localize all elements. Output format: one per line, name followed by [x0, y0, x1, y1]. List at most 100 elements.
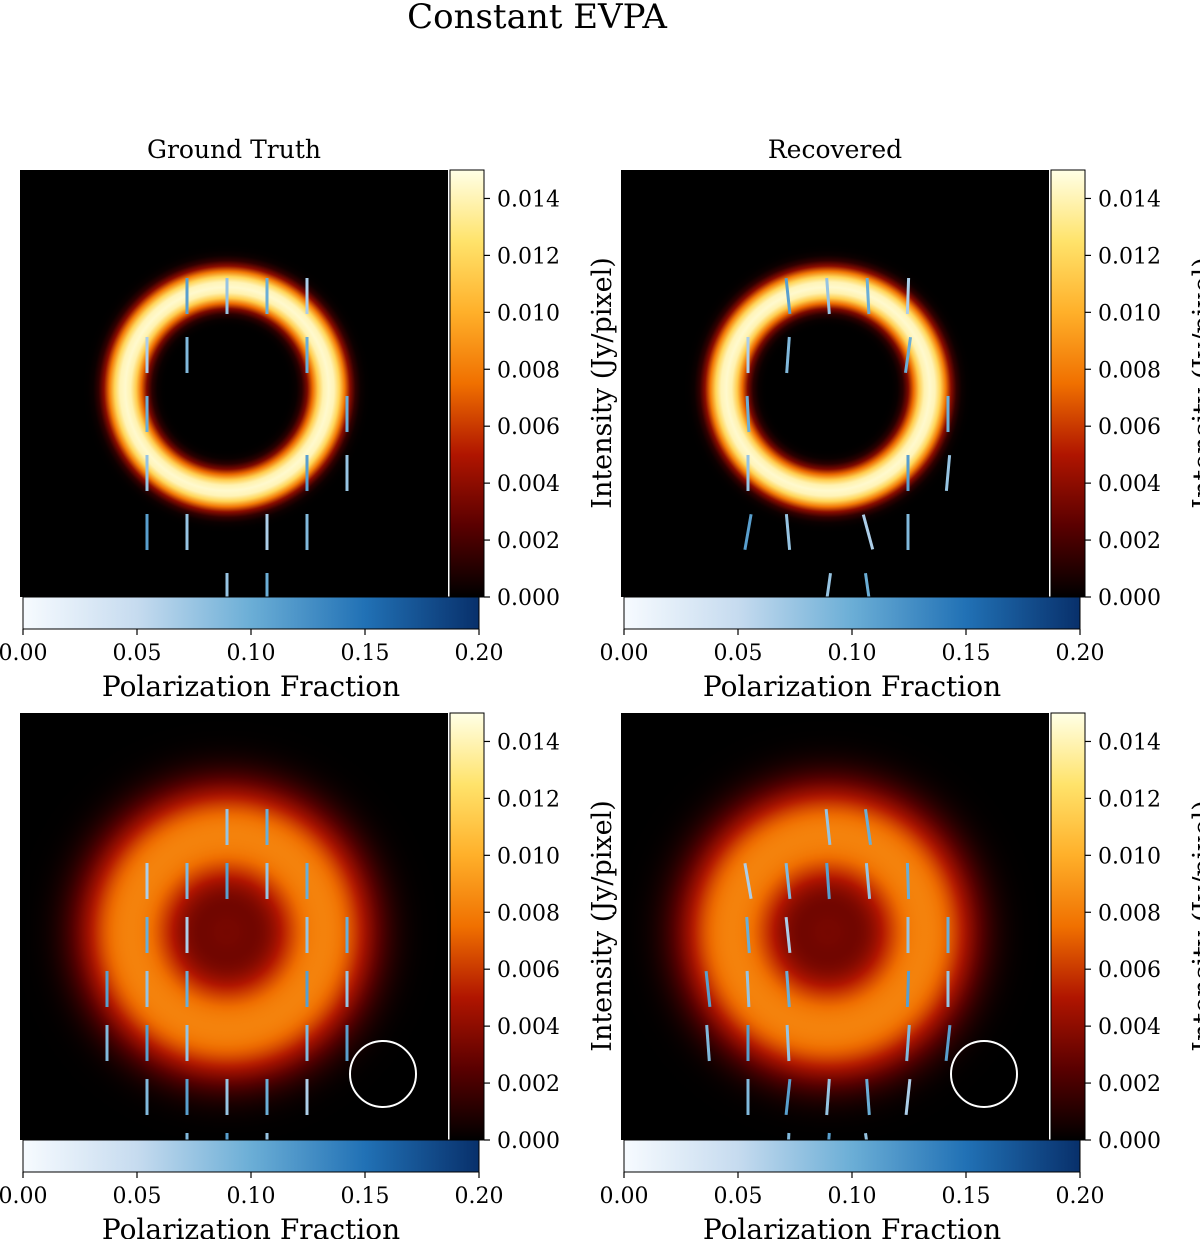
evpa-tick	[705, 1024, 711, 1062]
evpa-tick	[785, 1024, 791, 1062]
polfrac-tick-label: 0.05	[714, 641, 763, 666]
evpa-tick	[745, 916, 751, 954]
evpa-tick	[944, 454, 952, 492]
polfrac-label: Polarization Fraction	[703, 670, 1001, 703]
polfrac-tick-label: 0.05	[113, 641, 162, 666]
panel-title: Ground Truth	[147, 135, 321, 164]
colorbar-tick-label: 0.014	[1098, 187, 1161, 212]
evpa-tick	[825, 862, 831, 900]
polfrac-tick-label: 0.20	[1056, 641, 1105, 666]
evpa-tick	[861, 514, 875, 550]
polfrac-colorbar	[623, 1139, 1081, 1173]
colorbar-tick-label: 0.006	[1098, 958, 1161, 983]
evpa-tick	[743, 863, 753, 899]
panel-4: 0.000 0.002 0.004 0.006 0.008 0.010 0.012 0.014…	[600, 712, 1200, 1239]
colorbar-tick-label: 0.006	[497, 958, 560, 983]
intensity-colorbar	[449, 712, 485, 1141]
evpa-tick	[905, 1024, 911, 1062]
colorbar-tick-label: 0.000	[497, 1129, 560, 1154]
panel-3: 0.000 0.002 0.004 0.006 0.008 0.010 0.012 0.014…	[0, 712, 618, 1239]
colorbar-tick-label: 0.012	[497, 787, 560, 812]
colorbar-tick-label: 0.004	[497, 472, 560, 497]
polfrac-tick-label: 0.20	[455, 1184, 504, 1209]
panels: Ground Truth 0.000 0.002 0.004 0.006 0.008 0.0…	[0, 135, 1200, 1239]
colorbar-tick-label: 0.004	[497, 1015, 560, 1040]
colorbar-tick-label: 0.008	[497, 901, 560, 926]
polfrac-tick-label: 0.15	[341, 641, 390, 666]
evpa-tick	[784, 513, 792, 551]
polfrac-label: Polarization Fraction	[102, 670, 400, 703]
evpa-tick	[784, 916, 792, 954]
evpa-ticks	[743, 277, 952, 610]
colorbar-tick-label: 0.006	[1098, 415, 1161, 440]
colorbar-tick-label: 0.010	[1098, 844, 1161, 869]
polfrac-tick-label: 0.15	[942, 641, 991, 666]
polfrac-tick-label: 0.00	[600, 1184, 649, 1209]
evpa-tick	[905, 277, 911, 315]
polfrac-tick-label: 0.20	[455, 641, 504, 666]
evpa-tick	[904, 336, 912, 374]
colorbar-tick-label: 0.012	[497, 244, 560, 269]
colorbar-label: Intensity (Jy/pixel)	[1188, 257, 1200, 508]
colorbar-tick-label: 0.008	[1098, 358, 1161, 383]
polfrac-tick-label: 0.00	[600, 641, 649, 666]
polfrac-tick-label: 0.15	[942, 1184, 991, 1209]
beam-circle	[950, 1040, 1018, 1108]
intensity-colorbar	[1050, 169, 1086, 598]
panel-title: Recovered	[768, 135, 902, 164]
colorbar-tick-label: 0.000	[497, 586, 560, 611]
evpa-tick	[865, 1078, 871, 1116]
colorbar-tick-label: 0.000	[1098, 586, 1161, 611]
polfrac-tick-label: 0.00	[0, 1184, 47, 1209]
evpa-tick	[825, 1078, 831, 1116]
intensity-colorbar	[1050, 712, 1086, 1141]
polfrac-tick-label: 0.00	[0, 641, 47, 666]
evpa-tick	[743, 514, 753, 550]
colorbar-tick-label: 0.004	[1098, 472, 1161, 497]
colorbar-tick-label: 0.014	[497, 730, 560, 755]
evpa-tick	[785, 336, 791, 374]
colorbar-tick-label: 0.002	[1098, 529, 1161, 554]
polfrac-label: Polarization Fraction	[102, 1213, 400, 1239]
evpa-tick	[824, 808, 832, 846]
intensity-image	[20, 713, 448, 1140]
colorbar-tick-label: 0.002	[497, 529, 560, 554]
colorbar-tick-label: 0.008	[497, 358, 560, 383]
colorbar-tick-label: 0.010	[497, 301, 560, 326]
colorbar-label: Intensity (Jy/pixel)	[587, 257, 618, 508]
panel-2: Recovered 0.000 0.002 0.004 0.006 0.008 0.010 0…	[600, 135, 1200, 703]
evpa-tick	[784, 1078, 792, 1116]
intensity-image	[621, 170, 1049, 597]
figure-title: Constant EVPA	[407, 0, 667, 37]
evpa-ticks	[145, 278, 349, 609]
evpa-tick	[745, 970, 751, 1008]
polfrac-tick-label: 0.15	[341, 1184, 390, 1209]
evpa-tick	[864, 862, 872, 900]
evpa-tick	[865, 277, 871, 315]
evpa-tick	[905, 970, 911, 1008]
colorbar-tick-label: 0.002	[1098, 1072, 1161, 1097]
intensity-image	[20, 170, 448, 597]
evpa-tick	[785, 970, 791, 1008]
polfrac-tick-label: 0.10	[828, 1184, 877, 1209]
evpa-tick	[825, 277, 831, 315]
intensity-colorbar	[449, 169, 485, 598]
polfrac-tick-label: 0.05	[113, 1184, 162, 1209]
polfrac-tick-label: 0.10	[828, 641, 877, 666]
polfrac-colorbar	[22, 596, 480, 630]
polfrac-label: Polarization Fraction	[703, 1213, 1001, 1239]
intensity-image	[621, 713, 1049, 1140]
colorbar-tick-label: 0.014	[497, 187, 560, 212]
panel-1: Ground Truth 0.000 0.002 0.004 0.006 0.008 0.0…	[0, 135, 618, 703]
polfrac-tick-label: 0.10	[227, 1184, 276, 1209]
colorbar-tick-label: 0.008	[1098, 901, 1161, 926]
colorbar-label: Intensity (Jy/pixel)	[587, 800, 618, 1051]
colorbar-tick-label: 0.012	[1098, 787, 1161, 812]
colorbar-label: Intensity (Jy/pixel)	[1188, 800, 1200, 1051]
evpa-tick	[704, 970, 712, 1008]
evpa-tick	[784, 862, 792, 900]
colorbar-tick-label: 0.002	[497, 1072, 560, 1097]
colorbar-tick-label: 0.004	[1098, 1015, 1161, 1040]
evpa-tick	[784, 277, 792, 315]
